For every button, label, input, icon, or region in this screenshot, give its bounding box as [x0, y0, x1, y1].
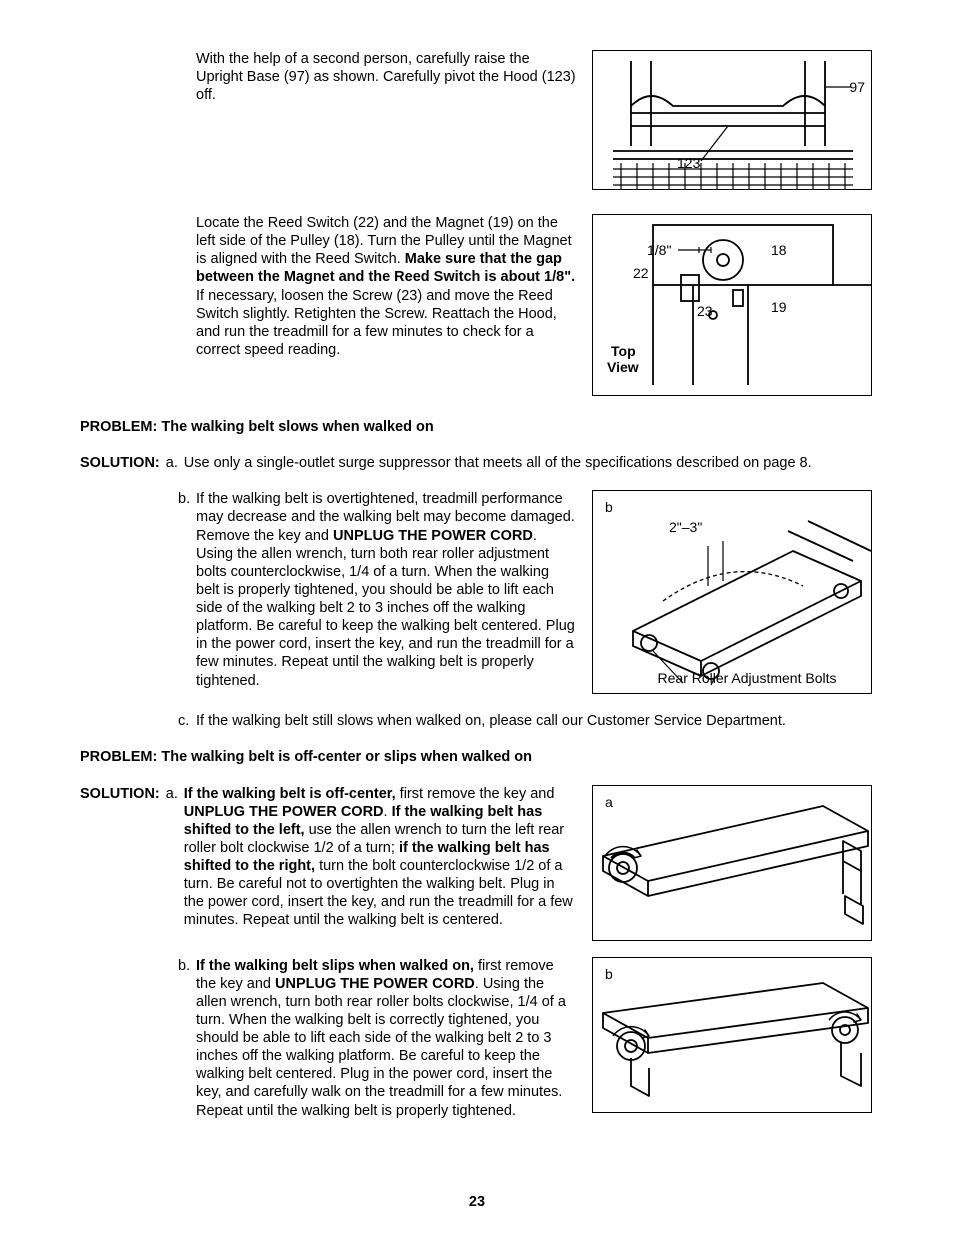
solution-1: SOLUTION: a. Use only a single-outlet su… [80, 454, 878, 472]
fig1-label-97: 97 [849, 79, 865, 97]
solution-2: SOLUTION: a. If the walking belt is off-… [80, 785, 576, 930]
fig2-l18: 18 [771, 242, 787, 260]
figure-offcenter-a: a [592, 785, 872, 941]
fig2-top: Top [611, 343, 636, 361]
figure-reed-switch: 1/8" 22 18 23 19 Top View [592, 214, 872, 396]
fig4-a: a [605, 794, 613, 812]
sol2-a-text: If the walking belt is off-center, first… [184, 785, 576, 930]
sol1-a-text: Use only a single-outlet surge suppresso… [184, 454, 878, 472]
figure-rear-roller: b 2"–3" Rear Roller Adjustment Bolts [592, 490, 872, 694]
fig2-l19: 19 [771, 299, 787, 317]
figure-upright-base: 97 123 [592, 50, 872, 190]
fig3-b: b [605, 499, 613, 517]
fig2-l22: 22 [633, 265, 649, 283]
list-label-a2: a. [166, 785, 184, 930]
list-label-a: a. [166, 454, 184, 472]
sol1-c: c. If the walking belt still slows when … [178, 712, 878, 730]
solution-label: SOLUTION: [80, 454, 160, 472]
list-label-c: c. [178, 712, 196, 730]
fig3-range: 2"–3" [669, 519, 702, 537]
fig5-b: b [605, 966, 613, 984]
solution-label-2: SOLUTION: [80, 785, 160, 803]
fig2-l23: 23 [697, 303, 713, 321]
sol1-b: b. If the walking belt is overtightened,… [178, 490, 576, 689]
sol2-b: b. If the walking belt slips when walked… [178, 957, 576, 1120]
fig2-eighth: 1/8" [647, 242, 671, 260]
list-label-b2: b. [178, 957, 196, 1120]
figure-offcenter-b: b [592, 957, 872, 1113]
problem-belt-slows: PROBLEM: The walking belt slows when wal… [80, 418, 878, 436]
page-number: 23 [0, 1193, 954, 1211]
fig1-label-123: 123 [677, 155, 700, 173]
fig2-view: View [607, 359, 639, 377]
para-upright: With the help of a second person, carefu… [196, 50, 576, 104]
problem-belt-offcenter: PROBLEM: The walking belt is off-center … [80, 748, 878, 766]
list-label-b: b. [178, 490, 196, 689]
fig3-caption: Rear Roller Adjustment Bolts [633, 670, 861, 688]
para-reed-switch: Locate the Reed Switch (22) and the Magn… [196, 214, 576, 359]
